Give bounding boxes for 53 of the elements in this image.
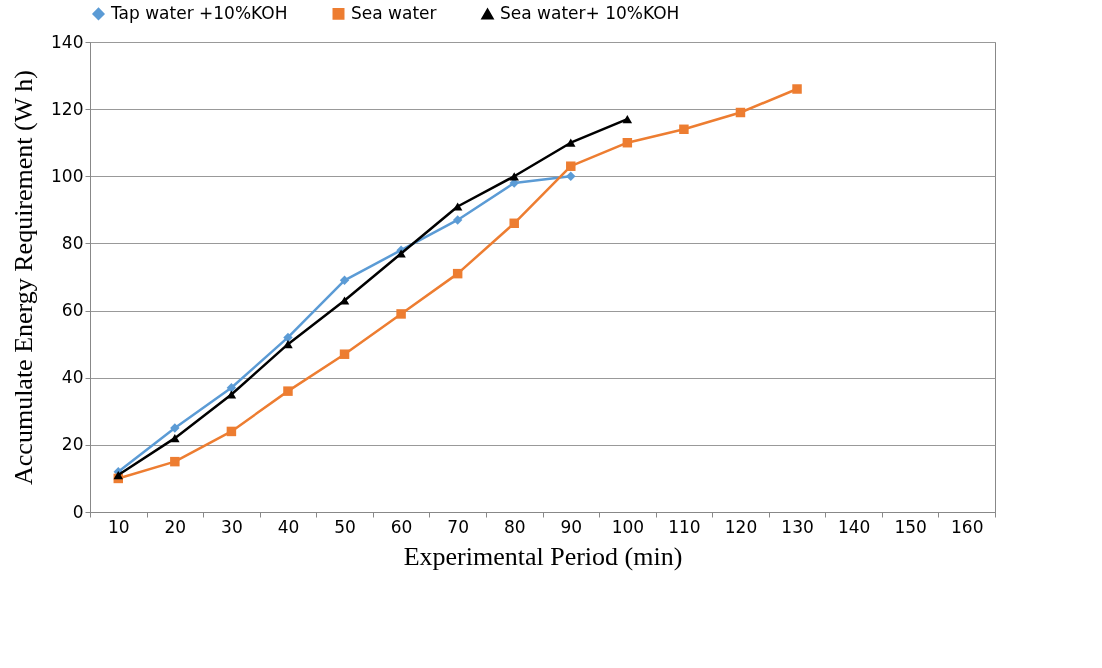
point [622,137,633,148]
legend-label: Sea water+ 10%KOH [500,3,680,24]
y-tick-label: 20 [61,434,84,455]
x-tick-label: 60 [390,516,413,537]
y-tick-label: 80 [61,232,84,253]
point [226,426,237,437]
x-tick-label: 50 [334,516,356,537]
legend-label: Tap water +10%KOH [110,2,288,23]
x-tick-label: 10 [107,516,130,537]
point [566,171,576,182]
y-axis-title: Accumulate Energy Requirement (W h) [9,70,39,485]
y-tick-label: 60 [61,300,84,321]
x-tick-label: 150 [894,516,927,537]
point [452,268,463,279]
x-tick-label: 20 [164,516,187,537]
point [170,434,180,443]
point [339,349,350,359]
x-axis-title: Experimental Period (min) [403,541,683,571]
point [226,383,237,393]
point [792,84,802,94]
y-tick-label: 140 [51,31,84,52]
point [622,115,633,124]
x-tick-label: 80 [503,516,526,537]
x-tick-label: 160 [950,516,984,537]
y-tick-label: 40 [61,367,84,388]
x-tick-label: 100 [611,516,645,537]
x-tick-label: 130 [781,516,814,537]
x-tick-label: 110 [668,516,701,537]
point [679,124,689,135]
point [283,386,293,396]
point [339,275,350,286]
x-tick-label: 90 [560,516,583,537]
point [283,340,293,349]
point [509,218,519,229]
y-tick-label: 100 [51,165,84,186]
point [566,161,576,171]
point [396,309,406,319]
point [170,456,180,467]
point [566,138,576,147]
point [283,332,293,343]
y-tick-label: 0 [72,501,84,522]
x-tick-label: 30 [221,516,243,537]
point [735,107,746,118]
legend-label: Sea water [351,2,437,23]
x-tick-label: 70 [447,516,469,537]
point [113,470,124,480]
point [452,215,463,225]
x-tick-label: 140 [837,516,871,537]
y-tick-label: 120 [51,98,84,119]
point [509,172,519,181]
x-tick-label: 40 [277,516,300,537]
x-tick-label: 120 [724,516,758,537]
point [226,390,237,399]
